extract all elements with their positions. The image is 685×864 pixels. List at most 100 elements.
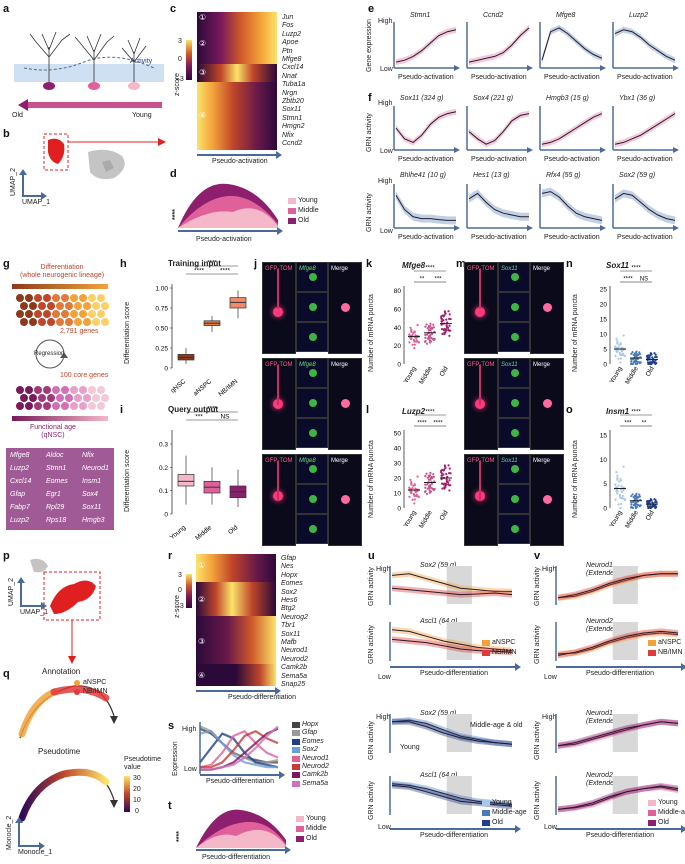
y-tick-label: 15	[600, 432, 608, 439]
cell-dot	[38, 394, 46, 402]
confidence-band	[558, 570, 678, 601]
r-gene-neurod1: Neurod1	[281, 647, 308, 655]
panel-letter-e: e	[368, 3, 375, 15]
data-point	[408, 486, 411, 489]
j-label-gfp-1: GFP-TOM	[265, 362, 293, 368]
y-tick-label: 20	[600, 302, 608, 309]
y-tick-label: 40	[394, 446, 402, 453]
cell-dot	[79, 402, 87, 410]
legend-s-camk2b: Camk2b	[302, 771, 329, 779]
u-bot-plot-1	[389, 714, 513, 753]
data-point	[414, 487, 417, 490]
pseudo-diff-axis-r	[196, 687, 281, 695]
data-point	[416, 475, 419, 478]
j-image-inset-1-1	[296, 388, 328, 418]
core-gene-3: Luzp2	[10, 465, 30, 472]
pt-tick-20-q: 20	[133, 786, 141, 793]
umap2-axis-p	[17, 577, 25, 606]
gene-n: Sox11	[606, 261, 629, 270]
zscore-mid-r: 0	[178, 587, 182, 594]
confidence-band	[392, 626, 512, 654]
confidence-band	[558, 783, 678, 813]
ridge-young-t	[196, 829, 286, 848]
j-signal-0-0	[309, 273, 317, 281]
gene-title-e-luzp2: Luzp2	[629, 12, 649, 19]
r-gene-sema5a: Sema5a	[281, 672, 308, 680]
data-point	[647, 362, 650, 366]
cell-dot	[47, 302, 55, 310]
v-leg-sw-bot0	[648, 800, 656, 806]
j-merge-cell-2	[341, 495, 350, 504]
data-point	[650, 499, 653, 502]
data-point	[623, 498, 627, 502]
m-image-merge-2: Merge	[530, 454, 564, 546]
j-cell-body-0	[273, 307, 283, 317]
data-point	[428, 491, 431, 494]
data-point	[446, 475, 449, 478]
data-point	[408, 333, 411, 336]
cell-dot	[88, 310, 96, 318]
data-point	[414, 490, 418, 494]
y-tick-label: 50	[394, 431, 402, 438]
data-point	[440, 474, 444, 477]
data-point	[638, 495, 641, 498]
data-point	[653, 498, 656, 501]
cell-dot	[65, 394, 73, 402]
v-ylabel-bot1: GRN activity	[534, 721, 541, 760]
core-gene-10: Egr1	[46, 491, 61, 498]
data-point	[630, 494, 633, 498]
v-top-plot-2	[555, 622, 679, 661]
m-label-merge-0: Merge	[533, 266, 551, 272]
x-axis-arrow	[527, 225, 533, 231]
data-point	[630, 360, 633, 363]
data-point	[410, 490, 413, 493]
data-point	[630, 358, 633, 361]
data-point	[633, 352, 637, 355]
data-point	[651, 360, 654, 363]
data-point	[429, 334, 432, 337]
core-genes-g: 100 core genes	[60, 372, 109, 379]
sig-label: ****	[207, 406, 218, 413]
gene-k: Mfge8	[402, 261, 426, 270]
x-axis-arrow	[673, 65, 679, 71]
cell-dot	[52, 310, 60, 318]
cell-dot	[43, 402, 51, 410]
data-point	[425, 323, 428, 326]
j-label-merge-2: Merge	[331, 458, 349, 464]
cell-cluster-g	[16, 294, 109, 326]
data-point	[618, 480, 621, 483]
age-arrow-g	[12, 416, 108, 421]
trajectory-annotation-q	[18, 685, 118, 739]
trend-line	[391, 638, 513, 653]
umap1-label-b: UMAP_1	[22, 199, 51, 206]
cluster-3-c: ③	[199, 68, 207, 77]
cell-dot	[34, 402, 42, 410]
cell-dot	[38, 302, 46, 310]
confidence-band	[542, 110, 602, 148]
cell-dot	[16, 294, 24, 302]
r-gene-camk2b: Camk2b	[281, 664, 308, 672]
x-tick-label: Young	[609, 509, 624, 529]
cluster-2-c: ②	[199, 39, 207, 48]
cell-dot	[74, 394, 82, 402]
j-label-gfp-0: GFP-TOM	[265, 266, 293, 272]
u-low-bot2: Low	[378, 824, 391, 831]
tf-title-f2-3: Sox2 (59 g)	[619, 172, 656, 179]
x-axis-arrow	[673, 225, 679, 231]
legend-s-gfap: Gfap	[302, 729, 318, 737]
cell-dot	[25, 310, 33, 318]
xlabel-e-1: Pseudo-activation	[471, 74, 527, 81]
xlabel-f2-1: Pseudo-activation	[471, 234, 527, 241]
cell-dot	[52, 386, 60, 394]
data-point	[440, 323, 443, 326]
sig-label: ****	[631, 410, 641, 416]
cell-dot	[61, 386, 69, 394]
umap-scatter-b	[43, 133, 166, 180]
data-point	[443, 468, 446, 471]
v-high-top1: High	[542, 566, 557, 573]
j-merge-cell-0	[341, 303, 350, 312]
heatmap-c-cluster4	[197, 82, 277, 150]
cell-dot	[74, 302, 82, 310]
data-point	[425, 333, 429, 336]
data-point	[413, 343, 416, 346]
